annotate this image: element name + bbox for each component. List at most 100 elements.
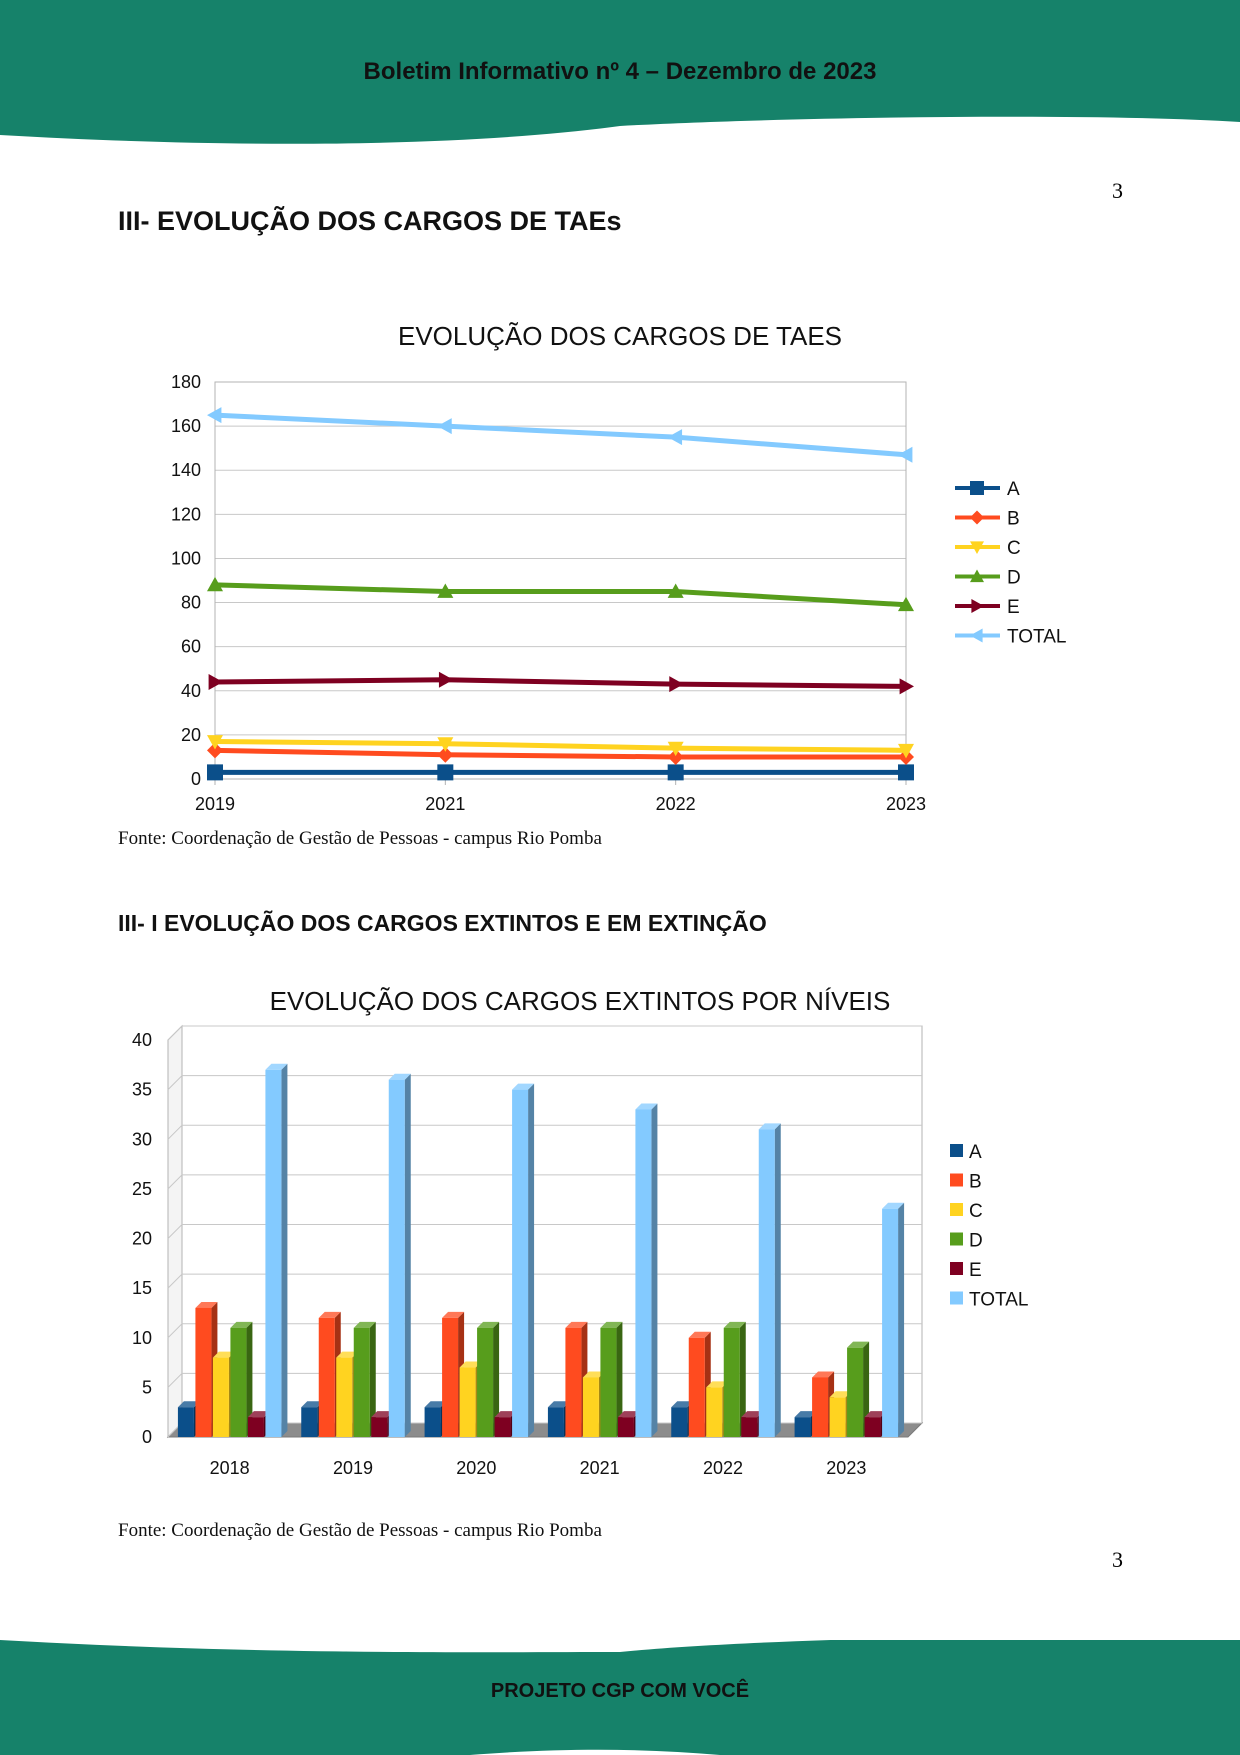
header-title: Boletim Informativo nº 4 – Dezembro de 2… xyxy=(363,58,877,85)
bar-front xyxy=(195,1307,212,1437)
point-e xyxy=(669,676,684,693)
bar-front xyxy=(847,1347,864,1437)
bar-front xyxy=(758,1129,775,1437)
y-tick-label: 15 xyxy=(132,1278,152,1298)
bar-top xyxy=(794,1411,817,1418)
bar-side xyxy=(739,1321,746,1437)
bar-front xyxy=(829,1397,846,1437)
legend-swatch-c xyxy=(950,1203,963,1216)
bar-total xyxy=(512,1083,535,1437)
bar-front xyxy=(371,1417,388,1437)
bar-front xyxy=(812,1377,829,1437)
y-tick-label: 120 xyxy=(171,504,201,524)
bar-side xyxy=(898,1202,905,1437)
bar-front xyxy=(600,1327,617,1437)
bar-top xyxy=(565,1321,588,1328)
bar-front xyxy=(177,1407,194,1437)
legend-label-d: D xyxy=(1007,568,1021,589)
series-line-d xyxy=(214,582,907,608)
page-number-top: 3 xyxy=(1112,178,1123,203)
section-title-extintos: III- I EVOLUÇÃO DOS CARGOS EXTINTOS E EM… xyxy=(118,910,767,936)
bar-side xyxy=(493,1321,500,1437)
bar-total xyxy=(265,1063,288,1437)
bar-total xyxy=(635,1103,658,1437)
bar-front xyxy=(741,1417,758,1437)
bar-front xyxy=(864,1417,881,1437)
legend-marker-c xyxy=(970,541,984,554)
legend-label-d: D xyxy=(969,1231,983,1252)
bar-top xyxy=(195,1301,218,1308)
bar-top xyxy=(336,1351,359,1358)
legend-label-e: E xyxy=(969,1260,982,1281)
point-total xyxy=(667,429,683,446)
bar-top xyxy=(706,1381,729,1388)
y-tick-label: 0 xyxy=(142,1427,152,1447)
bar-d xyxy=(847,1341,870,1437)
series-line-e xyxy=(214,677,907,689)
bar-front xyxy=(512,1089,529,1437)
gridline xyxy=(167,1323,922,1339)
bar-top xyxy=(741,1411,764,1418)
footer-title: PROJETO CGP COM VOCÊ xyxy=(490,1680,750,1702)
bar-d xyxy=(230,1321,253,1437)
y-tick-label: 60 xyxy=(181,637,201,657)
x-tick-label: 2023 xyxy=(886,794,926,814)
bar-front xyxy=(547,1407,564,1437)
point-b xyxy=(207,742,223,759)
bar-side xyxy=(281,1063,288,1437)
source-note-taes: Fonte: Coordenação de Gestão de Pessoas … xyxy=(118,828,602,849)
x-tick-label: 2023 xyxy=(826,1458,866,1475)
gridline xyxy=(167,1124,922,1140)
bar-b xyxy=(442,1311,465,1437)
bar-top xyxy=(212,1351,235,1358)
legend-label-a: A xyxy=(969,1142,982,1163)
y-tick-label: 0 xyxy=(191,769,201,789)
bar-top xyxy=(371,1411,394,1418)
bar-side xyxy=(774,1123,781,1437)
bar-front xyxy=(582,1377,599,1437)
y-tick-label: 35 xyxy=(132,1080,152,1100)
bar-top xyxy=(847,1341,870,1348)
bar-top xyxy=(301,1401,324,1408)
bar-front xyxy=(794,1417,811,1437)
bar-d xyxy=(723,1321,746,1437)
bar-front xyxy=(635,1109,652,1437)
bar-top xyxy=(353,1321,376,1328)
bar-side xyxy=(404,1073,411,1437)
bar-front xyxy=(230,1327,247,1437)
gridline xyxy=(167,1273,922,1289)
point-d xyxy=(667,583,684,598)
bar-front xyxy=(388,1079,405,1437)
bar-front xyxy=(671,1407,688,1437)
bar-top xyxy=(582,1371,605,1378)
legend-marker-a xyxy=(970,481,984,495)
point-b xyxy=(667,748,684,765)
point-c xyxy=(667,741,684,757)
y-tick-label: 20 xyxy=(181,725,201,745)
bar-top xyxy=(882,1202,905,1209)
legend-swatch-e xyxy=(950,1262,963,1275)
bar-top xyxy=(477,1321,500,1328)
x-tick-label: 2022 xyxy=(656,794,696,814)
legend-label-e: E xyxy=(1007,597,1020,618)
bar-front xyxy=(353,1327,370,1437)
bar-d xyxy=(477,1321,500,1437)
y-tick-label: 80 xyxy=(181,593,201,613)
header-band xyxy=(0,0,1240,150)
legend-swatch-b xyxy=(950,1173,963,1187)
bar-top xyxy=(388,1073,411,1080)
legend-swatch-a xyxy=(950,1144,963,1157)
point-c xyxy=(207,735,223,750)
y-tick-label: 30 xyxy=(132,1129,152,1149)
legend-label-total: TOTAL xyxy=(1007,627,1066,648)
y-tick-label: 5 xyxy=(142,1377,152,1397)
legend-marker-d xyxy=(970,569,984,583)
bar-top xyxy=(318,1311,341,1318)
bar-front xyxy=(882,1208,899,1437)
bar-front xyxy=(688,1337,705,1437)
point-c xyxy=(898,743,914,759)
point-a xyxy=(898,764,914,781)
bar-d xyxy=(600,1321,623,1437)
bar-top xyxy=(459,1361,482,1368)
point-total xyxy=(207,407,222,424)
